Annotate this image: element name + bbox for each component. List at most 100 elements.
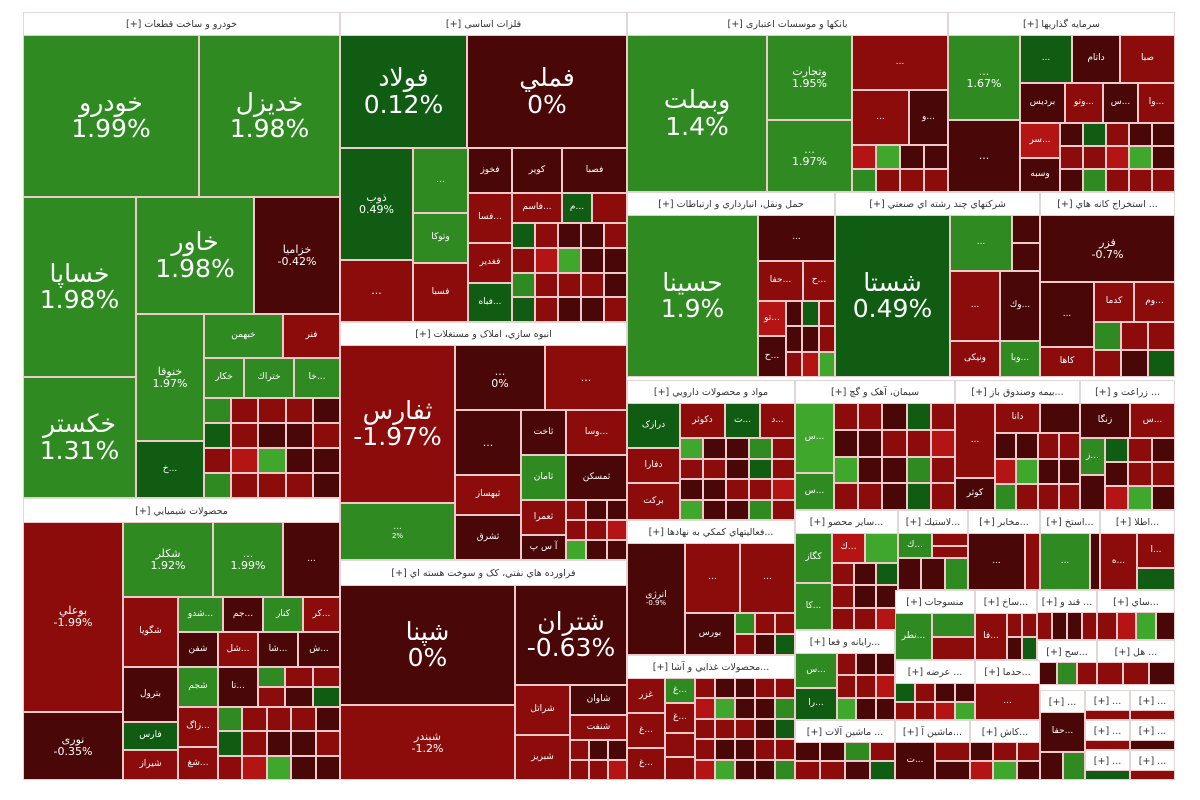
stock-tile[interactable]	[535, 247, 558, 273]
stock-tile[interactable]: وسبه	[1020, 158, 1060, 192]
stock-tile[interactable]	[775, 678, 795, 699]
stock-tile[interactable]	[1106, 123, 1129, 146]
stock-tile[interactable]: فارس	[123, 722, 178, 750]
stock-tile[interactable]	[1121, 349, 1148, 377]
stock-tile[interactable]	[820, 761, 845, 780]
stock-tile[interactable]: ...ك	[898, 533, 932, 558]
stock-tile[interactable]	[258, 398, 286, 423]
stock-tile[interactable]	[1152, 169, 1175, 192]
stock-tile[interactable]	[1097, 612, 1117, 640]
stock-tile[interactable]	[786, 326, 803, 352]
sector-header-expand[interactable]: فراورده هاي نفتي، کک و سوخت هسته اي [+]	[341, 561, 626, 587]
stock-tile[interactable]	[1137, 568, 1175, 590]
stock-tile[interactable]	[818, 326, 835, 352]
sector-header-expand[interactable]: ... [+]	[1131, 721, 1174, 742]
stock-tile[interactable]	[715, 678, 735, 699]
stock-tile[interactable]	[1037, 433, 1059, 459]
stock-tile[interactable]	[852, 168, 876, 192]
stock-tile[interactable]: کوثر	[955, 478, 995, 510]
stock-tile[interactable]	[955, 701, 975, 720]
stock-tile[interactable]	[695, 759, 715, 780]
stock-tile[interactable]	[608, 760, 627, 780]
sector-header-expand[interactable]: شرکتهاي چند رشته اي صنعتي [+]	[836, 193, 1039, 217]
stock-tile[interactable]	[1007, 636, 1022, 660]
stock-tile[interactable]	[1148, 322, 1175, 350]
stock-tile[interactable]	[995, 433, 1017, 459]
stock-tile[interactable]: انرژی -0.9%	[627, 543, 685, 655]
stock-tile[interactable]: ...حفا	[758, 261, 803, 301]
stock-tile[interactable]	[1106, 169, 1129, 192]
stock-tile[interactable]: شتران -0.63%	[515, 585, 627, 685]
stock-tile[interactable]: ...	[968, 533, 1025, 590]
stock-tile[interactable]	[755, 739, 775, 760]
stock-tile[interactable]	[837, 697, 857, 720]
stock-tile[interactable]	[1155, 612, 1175, 640]
stock-tile[interactable]	[1097, 662, 1123, 685]
stock-tile[interactable]	[204, 398, 232, 423]
stock-tile[interactable]	[604, 223, 627, 248]
stock-tile[interactable]	[895, 701, 915, 720]
stock-tile[interactable]	[775, 718, 795, 740]
stock-tile[interactable]: داتام	[1072, 35, 1120, 83]
stock-tile[interactable]	[1012, 215, 1040, 243]
stock-tile[interactable]	[854, 607, 876, 630]
sector-header-expand[interactable]: ... [+]	[1086, 691, 1129, 712]
stock-tile[interactable]: ... 1.67%	[948, 35, 1020, 120]
stock-tile[interactable]	[566, 500, 587, 520]
stock-tile[interactable]	[1123, 662, 1149, 685]
stock-tile[interactable]: وبملت 1.4%	[627, 35, 767, 192]
stock-tile[interactable]: شبريز	[515, 735, 570, 780]
stock-tile[interactable]: ثامان	[521, 455, 566, 500]
stock-tile[interactable]: ...وك	[1000, 271, 1040, 341]
stock-tile[interactable]	[1022, 613, 1037, 637]
stock-tile[interactable]	[856, 697, 876, 720]
stock-tile[interactable]	[1085, 770, 1130, 780]
stock-tile[interactable]: دانا	[995, 403, 1040, 433]
stock-tile[interactable]: شبندر -1.2%	[340, 705, 515, 780]
stock-tile[interactable]: ...	[413, 148, 468, 213]
stock-tile[interactable]	[854, 563, 876, 586]
stock-tile[interactable]: درازک	[627, 403, 680, 448]
stock-tile[interactable]: ...	[740, 543, 795, 613]
stock-tile[interactable]: ... 1.99%	[213, 522, 283, 597]
stock-tile[interactable]	[586, 500, 607, 520]
stock-tile[interactable]	[1151, 438, 1175, 462]
stock-tile[interactable]: برکت	[627, 483, 680, 520]
stock-tile[interactable]	[1130, 770, 1175, 780]
stock-tile[interactable]	[1037, 458, 1059, 485]
stock-tile[interactable]	[1152, 123, 1175, 146]
stock-tile[interactable]	[832, 563, 854, 586]
stock-tile[interactable]	[1037, 484, 1059, 510]
stock-tile[interactable]	[856, 675, 876, 698]
stock-tile[interactable]	[581, 247, 604, 273]
sector-header-expand[interactable]: ... ماشين آلات [+]	[796, 721, 894, 744]
stock-tile[interactable]: ...ح	[803, 261, 835, 301]
stock-tile[interactable]	[315, 755, 340, 780]
stock-tile[interactable]	[1128, 462, 1152, 486]
sector-header-expand[interactable]: ... استخراج کانه هاي [+]	[1041, 193, 1174, 217]
stock-tile[interactable]: ...فباه	[468, 283, 512, 322]
stock-tile[interactable]	[876, 563, 898, 586]
stock-tile[interactable]	[1060, 123, 1083, 146]
stock-tile[interactable]	[1083, 169, 1106, 192]
stock-tile[interactable]	[870, 742, 895, 761]
stock-tile[interactable]	[1082, 612, 1097, 640]
stock-tile[interactable]	[258, 473, 286, 498]
stock-tile[interactable]	[837, 653, 857, 676]
stock-tile[interactable]: ونیکی	[950, 341, 1000, 377]
stock-tile[interactable]	[1149, 662, 1175, 685]
stock-tile[interactable]	[995, 458, 1017, 485]
sector-header-expand[interactable]: ... قند و [+]	[1038, 591, 1096, 614]
stock-tile[interactable]	[695, 698, 715, 719]
stock-tile[interactable]	[755, 718, 775, 740]
stock-tile[interactable]	[1128, 486, 1152, 510]
stock-tile[interactable]	[735, 613, 755, 634]
stock-tile[interactable]	[1058, 458, 1080, 485]
stock-tile[interactable]	[834, 429, 859, 457]
stock-tile[interactable]	[875, 653, 895, 676]
stock-tile[interactable]	[858, 429, 883, 457]
stock-tile[interactable]	[795, 742, 820, 761]
stock-tile[interactable]	[604, 247, 627, 273]
stock-tile[interactable]	[955, 683, 975, 702]
stock-tile[interactable]	[695, 678, 715, 699]
